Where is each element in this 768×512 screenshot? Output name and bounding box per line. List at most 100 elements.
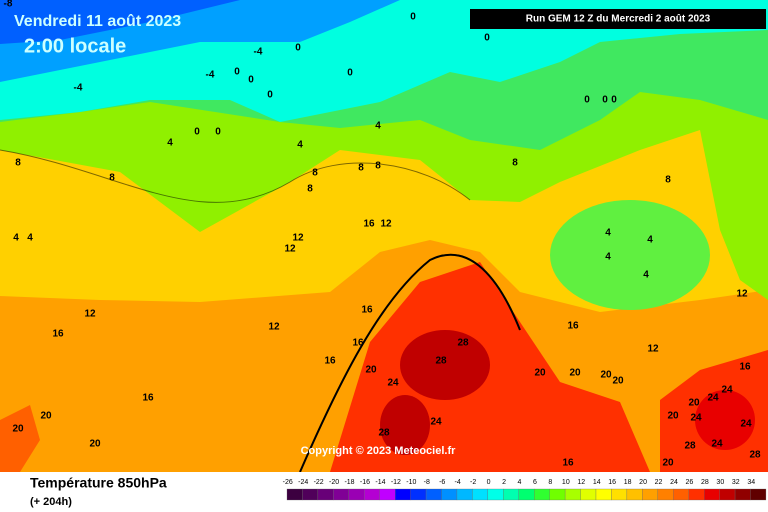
legend-swatch — [472, 488, 488, 501]
legend-label: -26 — [283, 479, 293, 486]
legend-swatch — [394, 488, 411, 501]
contour-label: 24 — [690, 413, 702, 424]
legend-label: 34 — [747, 479, 755, 486]
legend-label: 6 — [533, 479, 537, 486]
legend-label: 24 — [670, 479, 678, 486]
contour-label: 28 — [749, 450, 761, 461]
contour-label: 12 — [84, 309, 96, 320]
contour-label: 8 — [109, 173, 115, 184]
legend-label: 0 — [487, 479, 491, 486]
legend-swatch — [534, 488, 550, 501]
contour-label: 12 — [292, 233, 304, 244]
legend-swatch — [549, 488, 566, 501]
contour-label: 8 — [312, 168, 318, 179]
legend-label: 12 — [577, 479, 585, 486]
legend-label: 2 — [502, 479, 506, 486]
legend-swatch — [611, 488, 628, 501]
contour-label: 16 — [361, 305, 373, 316]
contour-label: 4 — [297, 140, 303, 151]
legend-swatch — [302, 488, 319, 501]
legend-swatch — [719, 488, 736, 501]
contour-label: 0 — [267, 90, 273, 101]
footer-lead: (+ 204h) — [30, 496, 72, 508]
contour-label: 24 — [740, 419, 752, 430]
legend-label: 20 — [639, 479, 647, 486]
contour-label: 20 — [688, 398, 700, 409]
contour-label: 16 — [739, 362, 751, 373]
legend-label: 22 — [655, 479, 663, 486]
contour-label: 24 — [707, 393, 719, 404]
legend-label: 32 — [732, 479, 740, 486]
legend-label: -14 — [375, 479, 385, 486]
contour-label: 16 — [567, 321, 579, 332]
legend-swatch — [333, 488, 349, 501]
contour-label: 20 — [662, 458, 674, 469]
contour-label: 12 — [647, 344, 659, 355]
contour-label: 0 — [194, 127, 200, 138]
contour-label: 16 — [52, 329, 64, 340]
contour-label: 20 — [569, 368, 581, 379]
legend-swatch — [657, 488, 674, 501]
contour-label: 12 — [268, 322, 280, 333]
contour-label: 8 — [358, 163, 364, 174]
legend-swatch — [518, 488, 535, 501]
legend-swatch — [410, 488, 427, 501]
contour-label: 20 — [12, 424, 24, 435]
contour-label: 0 — [248, 75, 254, 86]
legend-label: 26 — [686, 479, 694, 486]
legend-swatch — [642, 488, 658, 501]
contour-label: -4 — [206, 70, 215, 81]
contour-label: 24 — [721, 385, 733, 396]
contour-label: 0 — [295, 43, 301, 54]
legend-swatch — [487, 488, 504, 501]
legend-label: 4 — [518, 479, 522, 486]
legend-swatch — [364, 488, 380, 501]
contour-label: 4 — [13, 233, 19, 244]
contour-label: 0 — [602, 95, 608, 106]
contour-label: 12 — [284, 244, 296, 255]
contour-label: 0 — [347, 68, 353, 79]
contour-label: 28 — [378, 428, 390, 439]
contour-label: -4 — [254, 47, 263, 58]
legend-label: 14 — [593, 479, 601, 486]
copyright: Copyright © 2023 Meteociel.fr — [301, 445, 457, 457]
contour-label: 8 — [665, 175, 671, 186]
contour-label: 16 — [352, 338, 364, 349]
legend-swatch — [379, 488, 396, 501]
legend-label: -24 — [298, 479, 308, 486]
contour-label: -8 — [4, 0, 13, 10]
legend-swatch — [704, 488, 720, 501]
contour-label: 8 — [15, 158, 21, 169]
contour-label: 20 — [667, 411, 679, 422]
contour-label: 16 — [324, 356, 336, 367]
contour-label: 4 — [27, 233, 33, 244]
contour-label: 8 — [512, 158, 518, 169]
contour-label: 0 — [215, 127, 221, 138]
contour-label: 0 — [234, 67, 240, 78]
contour-label: 16 — [142, 393, 154, 404]
contour-label: 20 — [612, 376, 624, 387]
contour-label: 16 — [562, 458, 574, 469]
legend-swatch — [564, 488, 581, 501]
contour-label: 20 — [365, 365, 377, 376]
legend-swatch — [441, 488, 458, 501]
legend-swatch — [503, 488, 519, 501]
contour-label: 28 — [435, 356, 447, 367]
legend-label: 8 — [548, 479, 552, 486]
legend-label: 16 — [608, 479, 616, 486]
legend-swatch — [734, 488, 751, 501]
legend-swatch — [317, 488, 334, 501]
legend-label: -4 — [455, 479, 461, 486]
legend-label: -2 — [470, 479, 476, 486]
contour-label: 12 — [736, 289, 748, 300]
legend-swatch — [688, 488, 705, 501]
contour-label: 4 — [647, 235, 653, 246]
contour-label: 0 — [410, 12, 416, 23]
legend-swatch — [626, 488, 643, 501]
legend-swatch — [595, 488, 612, 501]
contour-label: 0 — [584, 95, 590, 106]
legend-label: 18 — [624, 479, 632, 486]
contour-label: 20 — [89, 439, 101, 450]
